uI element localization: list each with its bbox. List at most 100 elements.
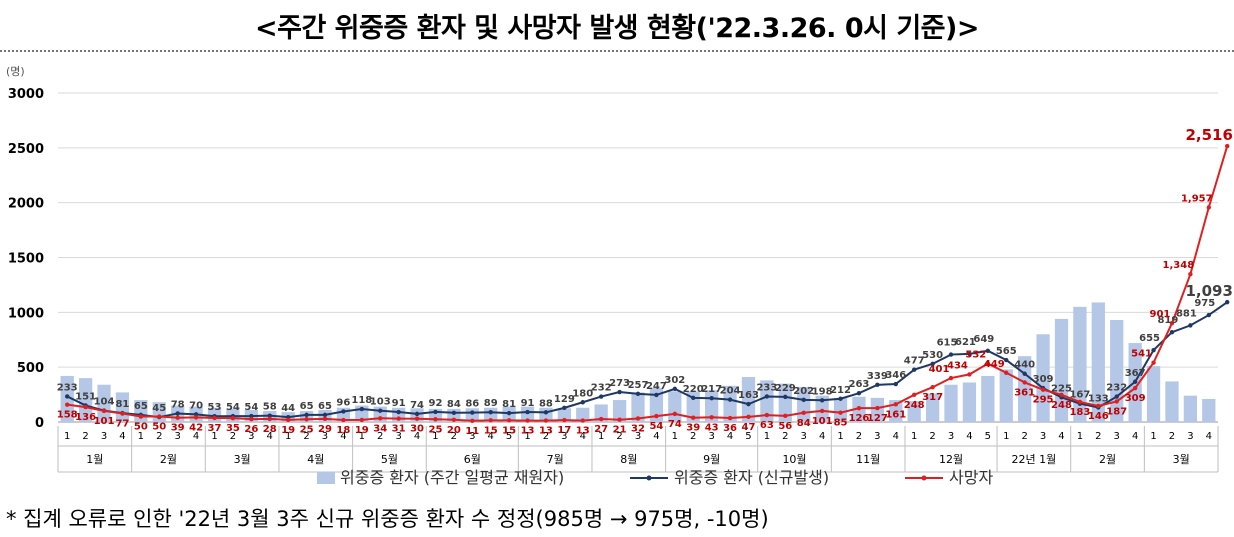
bar: [1202, 398, 1216, 422]
bar: [760, 380, 774, 422]
patient-data-label: 881: [1176, 308, 1197, 319]
patient-marker: [451, 410, 457, 415]
patient-marker: [193, 412, 199, 417]
death-data-label: 161: [885, 409, 906, 420]
bar: [944, 384, 958, 422]
patient-data-label: 204: [720, 386, 741, 397]
death-data-label: 187: [1106, 406, 1127, 417]
week-tick-label: 3: [801, 431, 807, 442]
bar: [631, 392, 645, 422]
patient-marker: [967, 351, 972, 357]
patient-marker: [396, 409, 401, 415]
week-tick-label: 4: [1206, 431, 1212, 442]
patient-data-label: 163: [738, 390, 759, 401]
patient-data-label: 819: [1158, 315, 1179, 326]
death-marker: [801, 410, 806, 415]
death-data-label: 15: [484, 425, 498, 436]
death-marker: [727, 415, 733, 421]
patient-marker: [304, 412, 309, 418]
death-data-label: 309: [1125, 393, 1146, 404]
death-data-label: 248: [904, 400, 925, 411]
death-marker: [1169, 320, 1175, 326]
death-marker: [856, 405, 862, 411]
death-marker: [930, 385, 935, 390]
death-marker: [525, 418, 530, 423]
patient-data-label: 53: [208, 402, 222, 413]
death-data-label: 1,348: [1163, 260, 1195, 271]
patient-data-label: 129: [554, 394, 575, 405]
patient-marker: [783, 394, 788, 400]
death-marker: [1151, 360, 1156, 365]
week-tick-label: 1: [764, 431, 770, 442]
patient-data-label: 233: [57, 382, 78, 393]
death-marker: [101, 408, 107, 414]
patient-data-label: 58: [263, 402, 277, 413]
week-tick-label: 2: [929, 431, 935, 442]
bar: [1146, 366, 1161, 422]
death-data-label: 37: [208, 423, 222, 434]
death-marker: [433, 417, 438, 422]
bar: [1091, 302, 1105, 422]
y-tick-label: 500: [17, 361, 44, 376]
death-data-label: 18: [336, 425, 350, 436]
week-tick-label: 1: [1003, 431, 1009, 442]
patient-marker: [948, 352, 954, 357]
week-tick-label: 1: [64, 431, 70, 442]
death-marker: [1022, 380, 1027, 385]
death-marker: [120, 411, 125, 416]
death-line-series: [65, 143, 1230, 423]
death-data-label: 17: [557, 425, 571, 436]
death-marker: [580, 418, 585, 423]
week-tick-label: 4: [727, 431, 733, 442]
bar: [1183, 395, 1198, 422]
death-marker: [948, 375, 954, 381]
patient-data-label: 81: [502, 399, 516, 410]
week-tick-label: 2: [616, 431, 622, 442]
patient-data-label: 212: [830, 385, 851, 396]
death-data-label: 1,957: [1181, 193, 1213, 204]
week-tick-label: 1: [432, 431, 438, 442]
patient-data-label: 257: [628, 380, 649, 391]
death-data-label: 361: [1014, 387, 1035, 398]
patient-data-label: 530: [922, 350, 943, 361]
death-marker: [212, 415, 217, 421]
patient-data-label: 367: [1125, 368, 1146, 379]
patient-data-label: 86: [465, 399, 479, 410]
death-data-label: 31: [392, 424, 406, 435]
week-tick-label: 3: [322, 431, 328, 442]
patient-data-label: 198: [812, 386, 833, 397]
death-marker: [157, 414, 162, 419]
month-label: 22년 1월: [1012, 453, 1057, 466]
patient-marker: [838, 396, 843, 401]
patient-data-label: 309: [1033, 374, 1054, 385]
patient-marker: [598, 394, 604, 399]
death-data-label: 101: [94, 416, 115, 427]
patient-data-label: 89: [484, 398, 498, 409]
death-marker: [285, 417, 291, 423]
death-data-label: 56: [778, 421, 792, 432]
month-label: 8월: [620, 453, 637, 466]
patient-data-label: 54: [244, 402, 258, 413]
y-tick-label: 1000: [8, 306, 44, 321]
y-unit-label: (명): [6, 65, 25, 78]
week-tick-label: 3: [874, 431, 880, 442]
death-data-label: 401: [929, 364, 950, 375]
week-tick-label: 4: [1058, 431, 1064, 442]
patient-data-label: 44: [281, 403, 295, 414]
bar: [1018, 356, 1032, 422]
patient-data-label: 247: [646, 381, 667, 392]
death-data-label: 50: [152, 422, 166, 433]
bar: [1110, 320, 1124, 422]
patient-data-label: 229: [775, 383, 796, 394]
patient-marker: [562, 405, 567, 411]
death-marker: [543, 418, 549, 423]
death-marker: [893, 402, 898, 407]
death-marker: [819, 408, 825, 414]
death-marker: [488, 418, 493, 423]
week-tick-label: 2: [451, 431, 457, 442]
death-marker: [746, 414, 751, 420]
patient-data-label: 180: [572, 388, 593, 399]
bar: [962, 382, 977, 422]
week-tick-label: 4: [966, 431, 972, 442]
week-tick-label: 4: [819, 431, 825, 442]
